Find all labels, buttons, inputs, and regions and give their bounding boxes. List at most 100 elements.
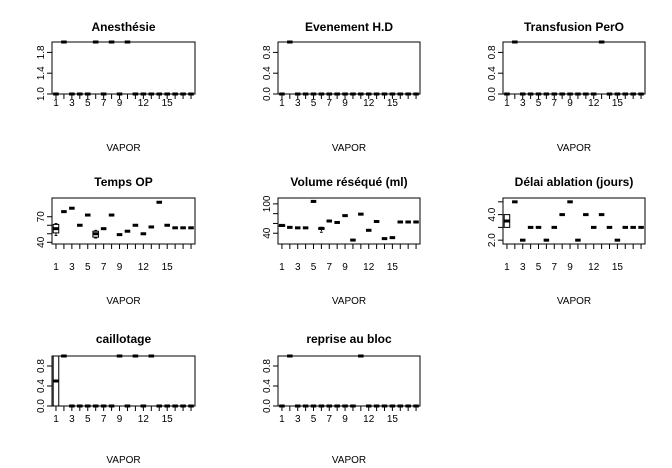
y-tick-label: 0.4 xyxy=(262,66,273,80)
y-tick-label: 0.8 xyxy=(262,359,273,373)
x-tick-label: 5 xyxy=(85,262,91,273)
x-tick-label: 5 xyxy=(536,262,542,273)
x-tick-label: 9 xyxy=(342,262,348,273)
box-mark xyxy=(92,229,99,239)
y-tick-label: 4.0 xyxy=(487,207,498,221)
box-mark xyxy=(52,223,60,236)
plot-frame xyxy=(277,41,421,95)
x-axis-label: VAPOR xyxy=(332,296,366,307)
box-mark xyxy=(52,355,60,407)
plot-frame xyxy=(277,197,421,245)
x-tick-label: 7 xyxy=(326,414,332,425)
x-tick-label: 9 xyxy=(567,262,573,273)
x-tick-label: 7 xyxy=(101,414,107,425)
x-tick-label: 3 xyxy=(69,98,75,109)
x-tick-label: 1 xyxy=(279,414,285,425)
y-tick-label: 40 xyxy=(262,227,273,239)
x-tick-label: 7 xyxy=(551,98,557,109)
x-tick-label: 15 xyxy=(162,262,174,273)
x-tick-label: 7 xyxy=(101,98,107,109)
x-tick-label: 12 xyxy=(363,414,375,425)
x-tick-label: 1 xyxy=(53,98,59,109)
x-tick-label: 12 xyxy=(588,262,600,273)
y-tick-label: 0.4 xyxy=(262,379,273,393)
box-mark xyxy=(503,214,511,228)
boxplot-panel: Volume réséqué (ml) 40 100 1 3 5 7 9 12 15 VAPOR xyxy=(262,175,421,307)
x-tick-label: 1 xyxy=(504,98,510,109)
x-tick-label: 1 xyxy=(53,414,59,425)
panel-title: reprise au bloc xyxy=(306,332,392,346)
x-tick-label: 3 xyxy=(295,262,301,273)
x-axis-label: VAPOR xyxy=(557,296,591,307)
x-tick-label: 5 xyxy=(311,262,317,273)
x-tick-label: 12 xyxy=(588,98,600,109)
x-tick-label: 3 xyxy=(520,98,526,109)
x-axis-label: VAPOR xyxy=(106,455,140,466)
x-tick-label: 1 xyxy=(279,262,285,273)
y-tick-label: 0.4 xyxy=(36,379,47,393)
panel-title: Volume réséqué (ml) xyxy=(290,175,407,189)
plot-frame xyxy=(502,197,646,245)
panel-title: Evenement H.D xyxy=(305,20,393,34)
y-tick-label: 0.8 xyxy=(36,359,47,373)
panel-title: Temps OP xyxy=(94,175,152,189)
plot-frame xyxy=(51,355,196,407)
x-axis-label: VAPOR xyxy=(106,296,140,307)
x-tick-label: 9 xyxy=(117,262,123,273)
x-tick-label: 15 xyxy=(162,98,174,109)
plot-frame xyxy=(51,197,196,245)
y-tick-label: 0.8 xyxy=(262,45,273,59)
x-tick-label: 5 xyxy=(536,98,542,109)
y-tick-label: 0.4 xyxy=(487,66,498,80)
y-tick-label: 0.0 xyxy=(262,399,273,413)
panel-title: caillotage xyxy=(96,332,152,346)
boxplot-panel: Temps OP 40 70 1 3 5 7 9 12 15 VAPOR xyxy=(36,175,196,307)
boxplot-panel: caillotage 0.0 0.4 0.8 1 3 5 7 9 12 15 VAPOR xyxy=(36,332,196,466)
x-tick-label: 12 xyxy=(363,98,375,109)
x-tick-label: 12 xyxy=(138,98,150,109)
x-tick-label: 9 xyxy=(117,98,123,109)
y-tick-label: 40 xyxy=(36,236,47,248)
y-tick-label: 1.4 xyxy=(36,66,47,80)
panel-title: Transfusion PerO xyxy=(524,20,624,34)
x-axis-label: VAPOR xyxy=(557,143,591,154)
x-tick-label: 1 xyxy=(53,262,59,273)
x-tick-label: 3 xyxy=(295,98,301,109)
box-mark xyxy=(278,223,286,227)
y-tick-label: 0.0 xyxy=(36,399,47,413)
plot-frame xyxy=(502,41,646,95)
y-tick-label: 0.8 xyxy=(487,45,498,59)
x-tick-label: 7 xyxy=(101,262,107,273)
x-tick-label: 9 xyxy=(342,98,348,109)
x-tick-label: 3 xyxy=(520,262,526,273)
y-tick-label: 100 xyxy=(262,195,273,212)
x-tick-label: 5 xyxy=(311,98,317,109)
y-tick-label: 1.0 xyxy=(36,87,47,101)
x-tick-label: 15 xyxy=(162,414,174,425)
x-axis-label: VAPOR xyxy=(106,143,140,154)
x-tick-label: 9 xyxy=(567,98,573,109)
x-tick-label: 15 xyxy=(387,98,399,109)
y-tick-label: 0.0 xyxy=(262,87,273,101)
x-tick-label: 12 xyxy=(363,262,375,273)
x-tick-label: 3 xyxy=(69,414,75,425)
panel-title: Anesthésie xyxy=(91,20,155,34)
x-tick-label: 9 xyxy=(117,414,123,425)
panel-title: Délai ablation (jours) xyxy=(515,175,634,189)
x-axis-label: VAPOR xyxy=(332,455,366,466)
y-tick-label: 2.0 xyxy=(487,233,498,247)
x-tick-label: 7 xyxy=(326,262,332,273)
plot-frame xyxy=(277,355,421,407)
boxplot-panel: Transfusion PerO 0.0 0.4 0.8 1 3 5 7 9 12 15 VAPOR xyxy=(487,20,646,154)
x-tick-label: 12 xyxy=(138,414,150,425)
x-tick-label: 12 xyxy=(138,262,150,273)
y-tick-label: 0.0 xyxy=(487,87,498,101)
plot-frame xyxy=(51,41,196,95)
boxplot-panel: reprise au bloc 0.0 0.4 0.8 1 3 5 7 9 12 15 VAPOR xyxy=(262,332,421,466)
x-tick-label: 15 xyxy=(387,262,399,273)
x-tick-label: 3 xyxy=(69,262,75,273)
x-tick-label: 9 xyxy=(342,414,348,425)
x-tick-label: 1 xyxy=(504,262,510,273)
y-tick-label: 70 xyxy=(36,211,47,223)
x-tick-label: 7 xyxy=(551,262,557,273)
